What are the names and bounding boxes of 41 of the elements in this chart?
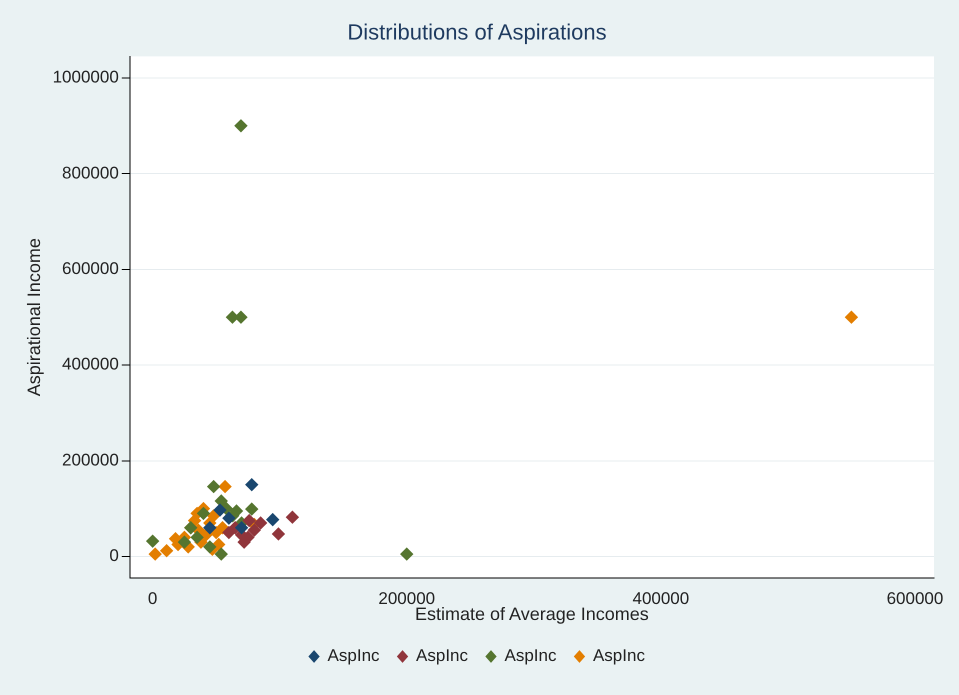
x-tick-label: 0 [148, 588, 158, 608]
point [235, 521, 248, 534]
chart-title: Distributions of Aspirations [347, 19, 607, 44]
point [242, 514, 256, 528]
point [203, 521, 216, 534]
point [213, 504, 226, 517]
point [146, 534, 160, 548]
point [178, 536, 191, 549]
y-tick-label: 200000 [62, 450, 119, 470]
point [234, 119, 248, 132]
point [222, 526, 236, 540]
point [272, 527, 285, 540]
point [214, 548, 228, 561]
point [254, 516, 268, 530]
y-tick-label: 1000000 [52, 68, 119, 87]
y-tick-label: 0 [109, 546, 119, 566]
point [248, 524, 261, 537]
point [266, 513, 280, 526]
point [207, 480, 220, 494]
point [148, 548, 162, 561]
y-axis-title: Aspirational Income [24, 238, 44, 396]
legend-label: AspInc [328, 646, 380, 666]
point [245, 478, 258, 492]
point [400, 548, 414, 561]
legend-label: AspInc [416, 646, 468, 666]
point [245, 502, 258, 516]
point [286, 510, 299, 524]
point [222, 512, 236, 525]
legend-label: AspInc [592, 646, 646, 666]
point [160, 544, 174, 558]
y-tick-label: 600000 [62, 259, 119, 278]
point [218, 480, 232, 494]
y-tick-label: 800000 [62, 163, 119, 182]
x-tick-label: 600000 [886, 588, 944, 608]
legend-label: AspInc [504, 646, 557, 666]
point [844, 310, 858, 324]
y-tick-label: 400000 [62, 354, 119, 374]
point [214, 494, 228, 508]
point [196, 506, 210, 520]
point [190, 530, 204, 544]
point [203, 540, 216, 554]
